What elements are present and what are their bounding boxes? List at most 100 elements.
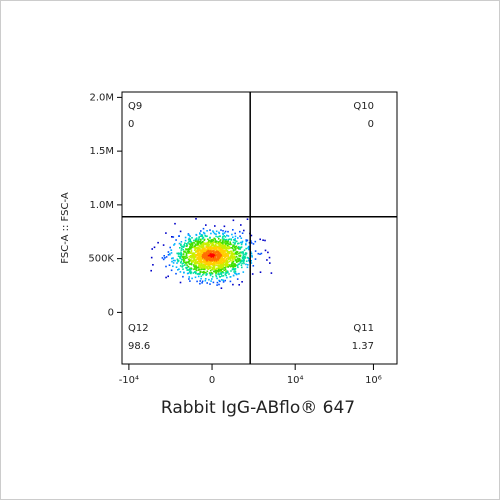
event-dot bbox=[185, 252, 188, 255]
event-dot bbox=[197, 257, 200, 259]
event-dot bbox=[199, 232, 201, 234]
event-dot bbox=[206, 230, 208, 232]
event-dot bbox=[187, 238, 190, 241]
event-dot bbox=[211, 257, 214, 259]
event-dot bbox=[192, 260, 194, 263]
event-dot bbox=[234, 245, 236, 248]
event-dot bbox=[209, 247, 211, 250]
event-dot bbox=[212, 252, 215, 254]
event-dot bbox=[202, 248, 205, 251]
event-dot bbox=[207, 264, 210, 266]
event-dot bbox=[194, 254, 197, 257]
event-dot bbox=[200, 259, 203, 262]
event-dot bbox=[223, 255, 226, 258]
event-dot bbox=[204, 234, 206, 237]
event-dot bbox=[179, 256, 181, 258]
quadrant-name: Q11 bbox=[353, 323, 374, 334]
event-dot bbox=[221, 252, 224, 255]
event-dot bbox=[200, 268, 202, 271]
event-dot bbox=[208, 241, 211, 243]
event-dot bbox=[152, 264, 154, 266]
event-dot bbox=[247, 264, 249, 266]
event-dot bbox=[207, 241, 209, 244]
event-dot bbox=[200, 239, 202, 241]
event-dot bbox=[206, 246, 209, 248]
event-dot bbox=[202, 261, 204, 263]
event-dot bbox=[180, 260, 182, 263]
event-dot bbox=[217, 241, 220, 243]
event-dot bbox=[191, 260, 193, 262]
event-dot bbox=[234, 240, 237, 242]
event-dot bbox=[210, 262, 213, 265]
event-dot bbox=[222, 279, 225, 282]
event-dot bbox=[230, 250, 233, 253]
event-dot bbox=[222, 247, 224, 250]
event-dot bbox=[216, 242, 218, 245]
event-dot bbox=[207, 248, 209, 250]
event-dot bbox=[208, 264, 211, 267]
event-dot bbox=[188, 259, 191, 262]
event-dot bbox=[234, 243, 236, 245]
event-dot bbox=[199, 235, 202, 237]
event-dot bbox=[203, 266, 205, 268]
x-tick-label: 10⁴ bbox=[287, 375, 304, 386]
event-dot bbox=[189, 235, 191, 237]
event-dot bbox=[232, 258, 234, 261]
event-dot bbox=[244, 253, 246, 256]
event-dot bbox=[227, 271, 229, 273]
event-dot bbox=[191, 261, 193, 263]
event-dot bbox=[210, 246, 212, 248]
event-dot bbox=[224, 245, 227, 248]
event-dot bbox=[245, 239, 247, 241]
event-dot bbox=[194, 240, 197, 242]
event-dot bbox=[235, 251, 237, 254]
event-dot bbox=[243, 259, 245, 262]
event-dot bbox=[205, 253, 207, 256]
event-dot bbox=[219, 257, 221, 259]
event-dot bbox=[205, 272, 207, 274]
event-dot bbox=[199, 271, 202, 273]
event-dot bbox=[184, 255, 186, 258]
event-dot bbox=[207, 255, 210, 258]
y-tick-label: 1.0M bbox=[89, 200, 114, 211]
event-dot bbox=[217, 256, 220, 258]
event-dot bbox=[242, 252, 244, 255]
event-dot bbox=[237, 246, 240, 248]
event-dot bbox=[259, 238, 261, 241]
event-dot bbox=[214, 261, 217, 263]
event-dot bbox=[204, 242, 207, 245]
event-dot bbox=[187, 248, 190, 250]
event-dot bbox=[212, 265, 215, 267]
event-dot bbox=[220, 256, 223, 259]
event-dot bbox=[211, 255, 213, 257]
event-dot bbox=[203, 232, 206, 235]
event-dot bbox=[184, 264, 186, 266]
event-dot bbox=[183, 261, 186, 264]
event-dot bbox=[199, 266, 201, 268]
event-dot bbox=[182, 275, 184, 278]
event-dot bbox=[194, 259, 196, 261]
event-dot bbox=[251, 256, 253, 258]
event-dot bbox=[241, 257, 244, 260]
event-dot bbox=[229, 242, 232, 245]
event-dot bbox=[232, 246, 234, 248]
event-dot bbox=[178, 235, 180, 237]
event-dot bbox=[179, 247, 181, 249]
event-dot bbox=[192, 246, 195, 249]
event-dot bbox=[225, 262, 227, 265]
event-dot bbox=[219, 280, 221, 283]
event-dot bbox=[195, 266, 198, 268]
event-dot bbox=[230, 239, 233, 241]
event-dot bbox=[210, 251, 213, 254]
event-dot bbox=[254, 258, 257, 260]
event-dot bbox=[178, 268, 180, 270]
event-dot bbox=[197, 273, 200, 275]
event-dot bbox=[197, 244, 199, 247]
event-dot bbox=[235, 255, 238, 258]
event-dot bbox=[184, 257, 187, 259]
event-dot bbox=[239, 259, 241, 261]
event-dot bbox=[220, 255, 223, 257]
event-dot bbox=[236, 250, 238, 253]
event-dot bbox=[215, 251, 217, 253]
event-dot bbox=[201, 268, 203, 270]
